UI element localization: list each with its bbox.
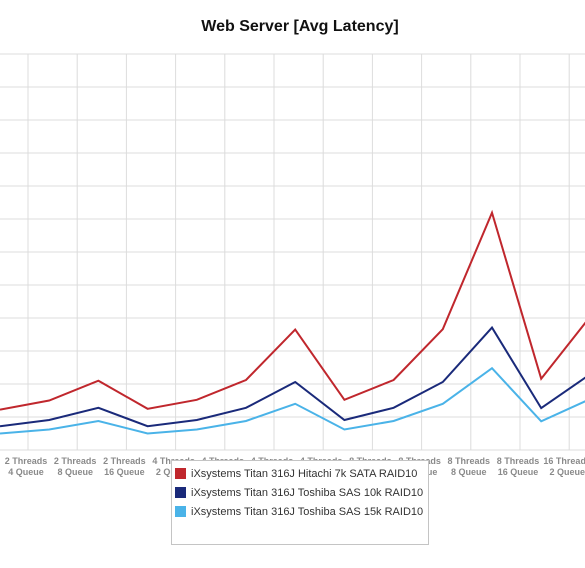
- chart-title: Web Server [Avg Latency]: [201, 18, 399, 35]
- x-tick-label: 2 Threads 16 Queue: [103, 456, 146, 477]
- legend-swatch: [175, 506, 186, 517]
- x-tick-label: 16 Threads2 Queue: [543, 456, 585, 477]
- legend-swatch: [175, 487, 186, 498]
- series-line-1: [0, 209, 585, 411]
- x-tick-label: 2 Threads 8 Queue: [54, 456, 97, 477]
- legend-item: iXsystems Titan 316J Toshiba SAS 15k RAI…: [175, 502, 424, 521]
- x-tick-label: 8 Threads 8 Queue: [448, 456, 491, 477]
- chart-legend: iXsystems Titan 316J Hitachi 7k SATA RAI…: [171, 460, 429, 545]
- legend-label: iXsystems Titan 316J Toshiba SAS 10k RAI…: [191, 486, 424, 499]
- x-tick-label: 8 Threads 16 Queue: [497, 456, 540, 477]
- legend-item: iXsystems Titan 316J Toshiba SAS 10k RAI…: [175, 483, 424, 502]
- legend-item: iXsystems Titan 316J Hitachi 7k SATA RAI…: [175, 464, 424, 483]
- series-line-2: [0, 325, 585, 428]
- series-line-3: [0, 366, 585, 435]
- legend-label: iXsystems Titan 316J Toshiba SAS 15k RAI…: [191, 505, 424, 518]
- legend-swatch: [175, 468, 186, 479]
- legend-label: iXsystems Titan 316J Hitachi 7k SATA RAI…: [191, 467, 418, 480]
- x-tick-label: 2 Threads 4 Queue: [5, 456, 48, 477]
